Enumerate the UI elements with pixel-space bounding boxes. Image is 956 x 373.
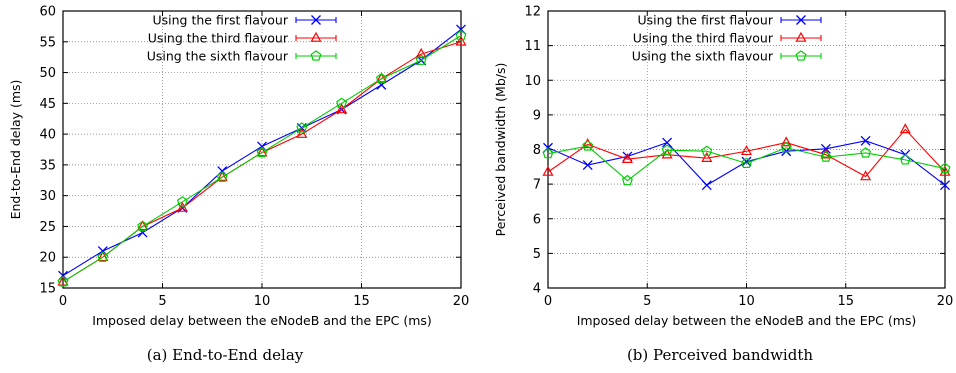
data-point (176, 196, 188, 207)
data-point (216, 171, 228, 182)
data-point (455, 35, 467, 46)
data-point (701, 145, 713, 156)
data-point (899, 123, 911, 134)
series-line (62, 35, 462, 283)
y-tick-label: 30 (39, 189, 56, 204)
x-tick-label: 10 (738, 294, 755, 309)
legend-marker (795, 50, 807, 61)
x-tick-label: 20 (453, 294, 470, 309)
legend: Using the first flavour Using the third f… (147, 13, 337, 64)
legend-label: Using the third flavour (148, 31, 289, 46)
y-tick-label: 6 (533, 212, 541, 227)
y-tick-label: 45 (39, 97, 56, 112)
series-line (547, 128, 946, 178)
data-point (740, 144, 753, 156)
data-point (296, 127, 308, 138)
series-pentagon (57, 29, 467, 287)
y-tick-label: 40 (39, 128, 56, 143)
x-axis-label: Imposed delay between the eNodeB and the… (92, 313, 432, 328)
data-point (415, 47, 427, 58)
series-line (547, 145, 946, 182)
data-point (336, 103, 348, 114)
legend-label: Using the sixth flavour (632, 49, 774, 64)
y-tick-label: 15 (39, 282, 56, 297)
y-tick-label: 9 (533, 108, 541, 123)
data-point (455, 29, 467, 41)
y-axis-label: End-to-End delay (ms) (8, 80, 23, 220)
legend-marker (311, 15, 321, 25)
y-tick-label: 5 (533, 247, 541, 262)
y-tick-label: 7 (533, 178, 541, 193)
chart-perceived-bandwidth: 0 5 10 15 20 4 5 6 7 8 9 10 11 12 Imposed delay betwee… (493, 5, 953, 329)
data-point (701, 151, 713, 162)
x-tick-label: 0 (59, 294, 67, 309)
legend-marker (795, 31, 807, 42)
y-tick-label: 35 (39, 158, 56, 173)
data-point (97, 251, 109, 262)
x-tick-label: 0 (544, 294, 552, 309)
data-point (97, 250, 109, 262)
x-tick-label: 5 (643, 294, 651, 309)
y-tick-label: 20 (39, 251, 56, 266)
data-point (176, 201, 188, 212)
y-tick-label: 12 (524, 5, 541, 20)
y-tick-label: 55 (39, 35, 56, 50)
data-point (662, 137, 673, 148)
x-tick-label: 15 (837, 294, 854, 309)
data-point (256, 146, 268, 158)
legend-label: Using the sixth flavour (147, 49, 289, 64)
data-point (939, 165, 951, 176)
data-point (741, 156, 752, 167)
y-tick-label: 11 (524, 39, 541, 54)
data-point (375, 72, 387, 84)
y-axis-label: Perceived bandwidth (Mb/s) (493, 63, 508, 237)
y-tick-label: 8 (533, 143, 541, 158)
data-point (582, 140, 594, 151)
data-point (542, 147, 554, 159)
data-point (939, 162, 951, 174)
y-tick-label: 4 (533, 282, 541, 297)
chart-end-to-end-delay: 0 5 10 15 20 15 20 25 30 35 40 45 50 55 60 Imposed dela… (8, 5, 469, 329)
data-point (701, 180, 712, 191)
data-point (296, 122, 308, 133)
y-tick-label: 50 (39, 66, 56, 81)
data-point (137, 220, 149, 232)
data-point (820, 151, 832, 162)
x-tick-label: 20 (937, 294, 954, 309)
data-point (780, 142, 792, 153)
legend-label: Using the third flavour (633, 31, 774, 46)
data-point (940, 180, 950, 191)
x-tick-label: 5 (158, 294, 166, 309)
data-point (860, 147, 872, 158)
data-point (741, 157, 752, 168)
data-point (621, 174, 633, 186)
y-tick-label: 10 (524, 74, 541, 89)
legend: Using the first flavour Using the third f… (632, 13, 822, 64)
series-pentagon (542, 140, 951, 186)
y-tick-label: 25 (39, 220, 56, 235)
x-axis-label: Imposed delay between the eNodeB and the… (577, 313, 917, 328)
legend-label: Using the first flavour (638, 13, 774, 28)
legend-marker (796, 15, 806, 25)
data-point (860, 135, 871, 146)
data-point (780, 136, 792, 147)
legend-marker (310, 31, 322, 42)
legend-marker (310, 50, 322, 61)
legend-label: Using the first flavour (153, 13, 289, 28)
data-point (899, 154, 911, 165)
data-point (661, 144, 673, 155)
y-tick-label: 60 (39, 5, 56, 20)
x-tick-label: 15 (353, 294, 370, 309)
data-point (57, 276, 69, 287)
caption-b: (b) Perceived bandwidth (627, 346, 813, 364)
data-point (415, 54, 427, 65)
data-point (582, 160, 593, 171)
data-point (860, 170, 872, 181)
caption-a: (a) End-to-End delay (147, 346, 304, 364)
data-point (336, 97, 348, 108)
data-point (542, 165, 554, 176)
x-tick-label: 10 (254, 294, 271, 309)
data-point (621, 152, 633, 163)
